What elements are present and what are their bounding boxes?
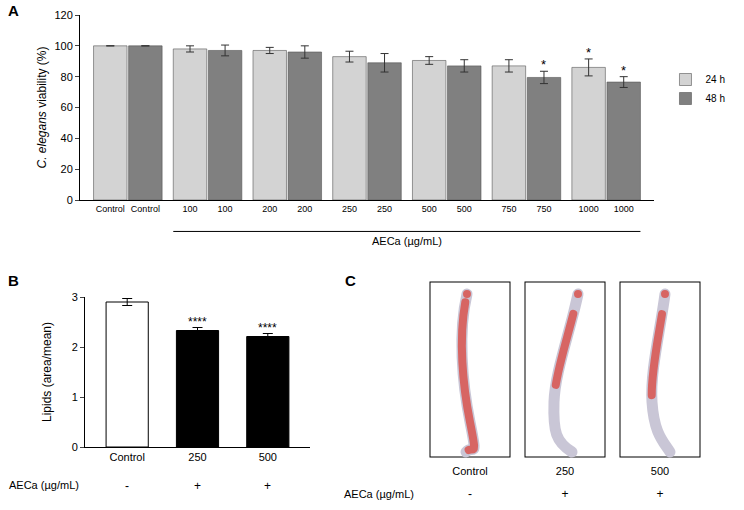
svg-text:120: 120	[54, 9, 72, 21]
svg-text:Control: Control	[452, 465, 487, 477]
svg-text:1000: 1000	[579, 204, 599, 214]
svg-text:3: 3	[72, 291, 78, 303]
svg-text:*: *	[621, 63, 626, 78]
svg-text:1: 1	[72, 391, 78, 403]
svg-text:Control: Control	[131, 204, 160, 214]
svg-text:C. elegans viability (%): C. elegans viability (%)	[35, 46, 49, 168]
svg-text:250: 250	[188, 451, 206, 463]
svg-text:100: 100	[54, 40, 72, 52]
svg-text:Control: Control	[109, 451, 144, 463]
svg-text:500: 500	[259, 451, 277, 463]
svg-text:AECa (µg/mL): AECa (µg/mL)	[372, 235, 442, 247]
svg-text:Control: Control	[96, 204, 125, 214]
svg-text:Lipids (area/mean): Lipids (area/mean)	[40, 322, 54, 422]
svg-text:80: 80	[61, 71, 73, 83]
svg-text:750: 750	[501, 204, 516, 214]
svg-text:****: ****	[258, 321, 277, 335]
svg-text:100: 100	[183, 204, 198, 214]
svg-text:-: -	[468, 487, 472, 501]
svg-text:250: 250	[342, 204, 357, 214]
svg-text:+: +	[561, 487, 568, 501]
svg-text:500: 500	[457, 204, 472, 214]
svg-text:0: 0	[72, 441, 78, 453]
svg-text:+: +	[264, 479, 271, 493]
svg-text:AECa (µg/mL): AECa (µg/mL)	[344, 488, 414, 500]
svg-text:*: *	[586, 45, 591, 60]
svg-text:200: 200	[262, 204, 277, 214]
svg-text:100: 100	[218, 204, 233, 214]
svg-text:200: 200	[297, 204, 312, 214]
svg-text:750: 750	[536, 204, 551, 214]
svg-text:0: 0	[67, 194, 73, 206]
html-text:B: B	[8, 272, 19, 289]
svg-text:AECa (µg/mL): AECa (µg/mL)	[9, 479, 79, 491]
svg-text:****: ****	[188, 315, 207, 329]
svg-text:*: *	[541, 57, 546, 72]
svg-text:40: 40	[61, 132, 73, 144]
html-text:A: A	[8, 2, 19, 19]
svg-text:+: +	[194, 479, 201, 493]
svg-text:+: +	[656, 487, 663, 501]
svg-text:250: 250	[377, 204, 392, 214]
svg-text:48 h: 48 h	[705, 93, 724, 104]
svg-text:2: 2	[72, 341, 78, 353]
svg-text:500: 500	[651, 465, 669, 477]
svg-text:60: 60	[61, 101, 73, 113]
svg-text:20: 20	[61, 163, 73, 175]
svg-text:24 h: 24 h	[705, 74, 724, 85]
svg-text:1000: 1000	[614, 204, 634, 214]
svg-text:-: -	[125, 479, 129, 493]
html-text:C: C	[345, 272, 356, 289]
svg-text:250: 250	[556, 465, 574, 477]
svg-text:500: 500	[422, 204, 437, 214]
